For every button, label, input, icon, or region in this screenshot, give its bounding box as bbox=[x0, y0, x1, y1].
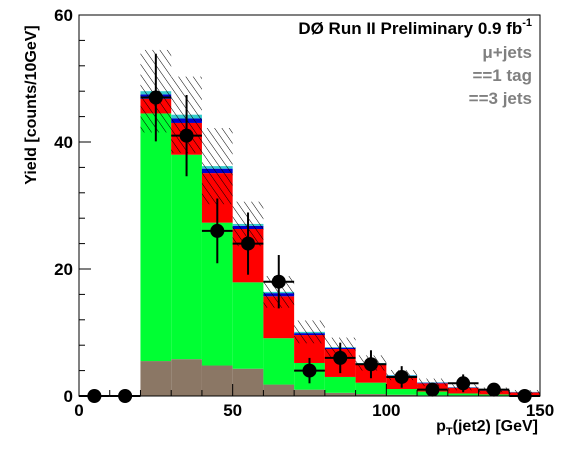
x-tick-label-100: 100 bbox=[372, 401, 400, 420]
bar-green-6 bbox=[325, 377, 356, 393]
data-point-9 bbox=[425, 383, 439, 397]
annotation-title: DØ Run II Preliminary 0.9 fb-1 bbox=[298, 17, 532, 38]
data-point-5 bbox=[303, 364, 317, 378]
x-tick-label-0: 0 bbox=[74, 401, 83, 420]
bar-brown-1 bbox=[171, 359, 202, 396]
bar-green-0 bbox=[140, 113, 171, 361]
bar-green-7 bbox=[356, 383, 387, 394]
data-point-0 bbox=[149, 91, 163, 105]
x-tick-label-50: 50 bbox=[223, 401, 242, 420]
bar-green-4 bbox=[263, 338, 294, 384]
data-point-4 bbox=[272, 275, 286, 289]
bar-brown-2 bbox=[202, 366, 233, 396]
annotation-jets: ==3 jets bbox=[469, 89, 532, 108]
annotation-title-text: DØ Run II Preliminary 0.9 fb bbox=[298, 19, 522, 38]
data-point-1 bbox=[180, 129, 194, 143]
data-point-2 bbox=[210, 224, 224, 238]
bar-green-1 bbox=[171, 155, 202, 359]
uncertainty-band-5 bbox=[294, 320, 325, 343]
bar-brown-5 bbox=[294, 390, 325, 396]
x-axis-title: pT(jet2) [GeV] bbox=[436, 418, 538, 438]
y-tick-label-60: 60 bbox=[54, 6, 73, 25]
bar-green-8 bbox=[386, 389, 417, 395]
y-tick-label-0: 0 bbox=[64, 387, 73, 406]
annotation-tag: ==1 tag bbox=[472, 66, 532, 85]
data-point-6 bbox=[333, 351, 347, 365]
bar-brown-0 bbox=[140, 361, 171, 396]
annotation-channel: μ+jets bbox=[482, 43, 532, 62]
bar-green-3 bbox=[233, 282, 264, 368]
bar-green-10 bbox=[448, 393, 479, 395]
data-point-8 bbox=[395, 370, 409, 384]
uncertainty-band-2 bbox=[202, 128, 233, 204]
data-point-7 bbox=[364, 357, 378, 371]
annotation-title-sup: -1 bbox=[522, 17, 532, 29]
x-axis-title-rest: (jet2) [GeV] bbox=[453, 418, 538, 435]
y-axis-title: Yield [counts/10GeV] bbox=[23, 25, 40, 184]
bar-brown-3 bbox=[233, 369, 264, 396]
data-point-10 bbox=[456, 376, 470, 390]
bar-brown-4 bbox=[263, 385, 294, 396]
y-tick-label-40: 40 bbox=[54, 133, 73, 152]
x-axis-title-main: p bbox=[436, 418, 446, 435]
data-point-3 bbox=[241, 237, 255, 251]
data-point-11 bbox=[487, 383, 501, 397]
y-tick-label-20: 20 bbox=[54, 260, 73, 279]
